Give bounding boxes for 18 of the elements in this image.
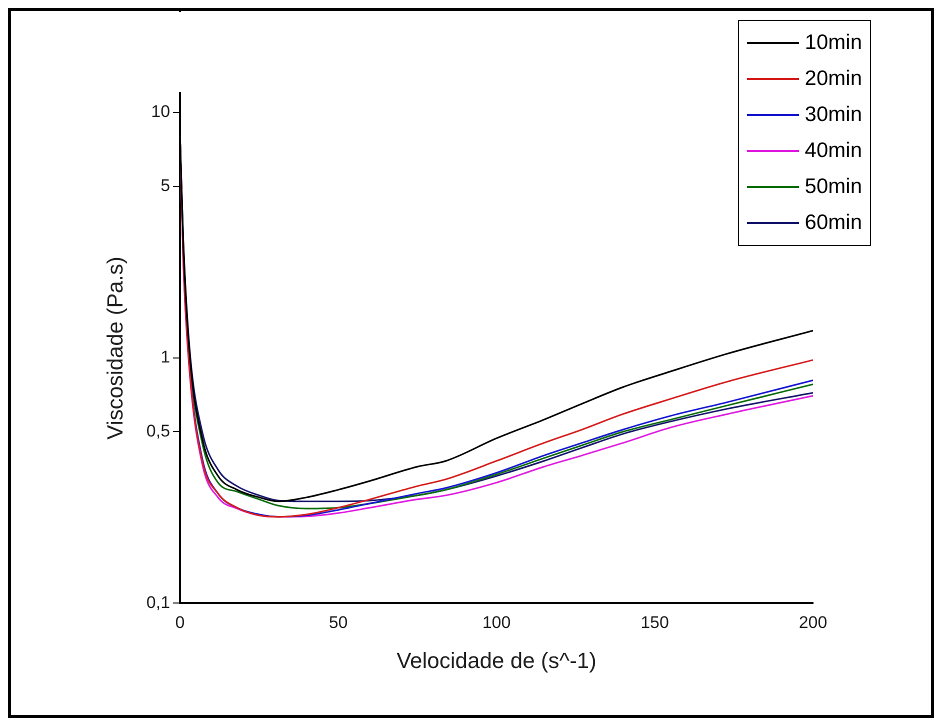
x-tick-label: 50 xyxy=(328,613,348,632)
legend-label: 30min xyxy=(804,103,862,127)
y-tick-label: 0,1 xyxy=(146,592,170,612)
y-axis-title: Viscosidade (Pa.s) xyxy=(102,256,128,440)
x-tick-label: 200 xyxy=(798,613,828,632)
x-axis-title: Velocidade de (s^-1) xyxy=(396,648,596,673)
y-tick-label: 0,5 xyxy=(146,421,170,440)
x-tick-label: 0 xyxy=(175,613,185,632)
legend-label: 60min xyxy=(804,211,862,235)
legend-label: 10min xyxy=(804,31,862,55)
x-tick-label: 150 xyxy=(640,613,669,632)
y-tick-label: 1 xyxy=(160,348,170,366)
y-tick-label: 5 xyxy=(160,176,170,195)
legend-label: 40min xyxy=(804,139,862,163)
legend-label: 50min xyxy=(804,175,862,199)
y-tick-label: 10 xyxy=(151,102,170,122)
legend-label: 20min xyxy=(804,67,862,91)
x-tick-label: 100 xyxy=(482,613,511,632)
